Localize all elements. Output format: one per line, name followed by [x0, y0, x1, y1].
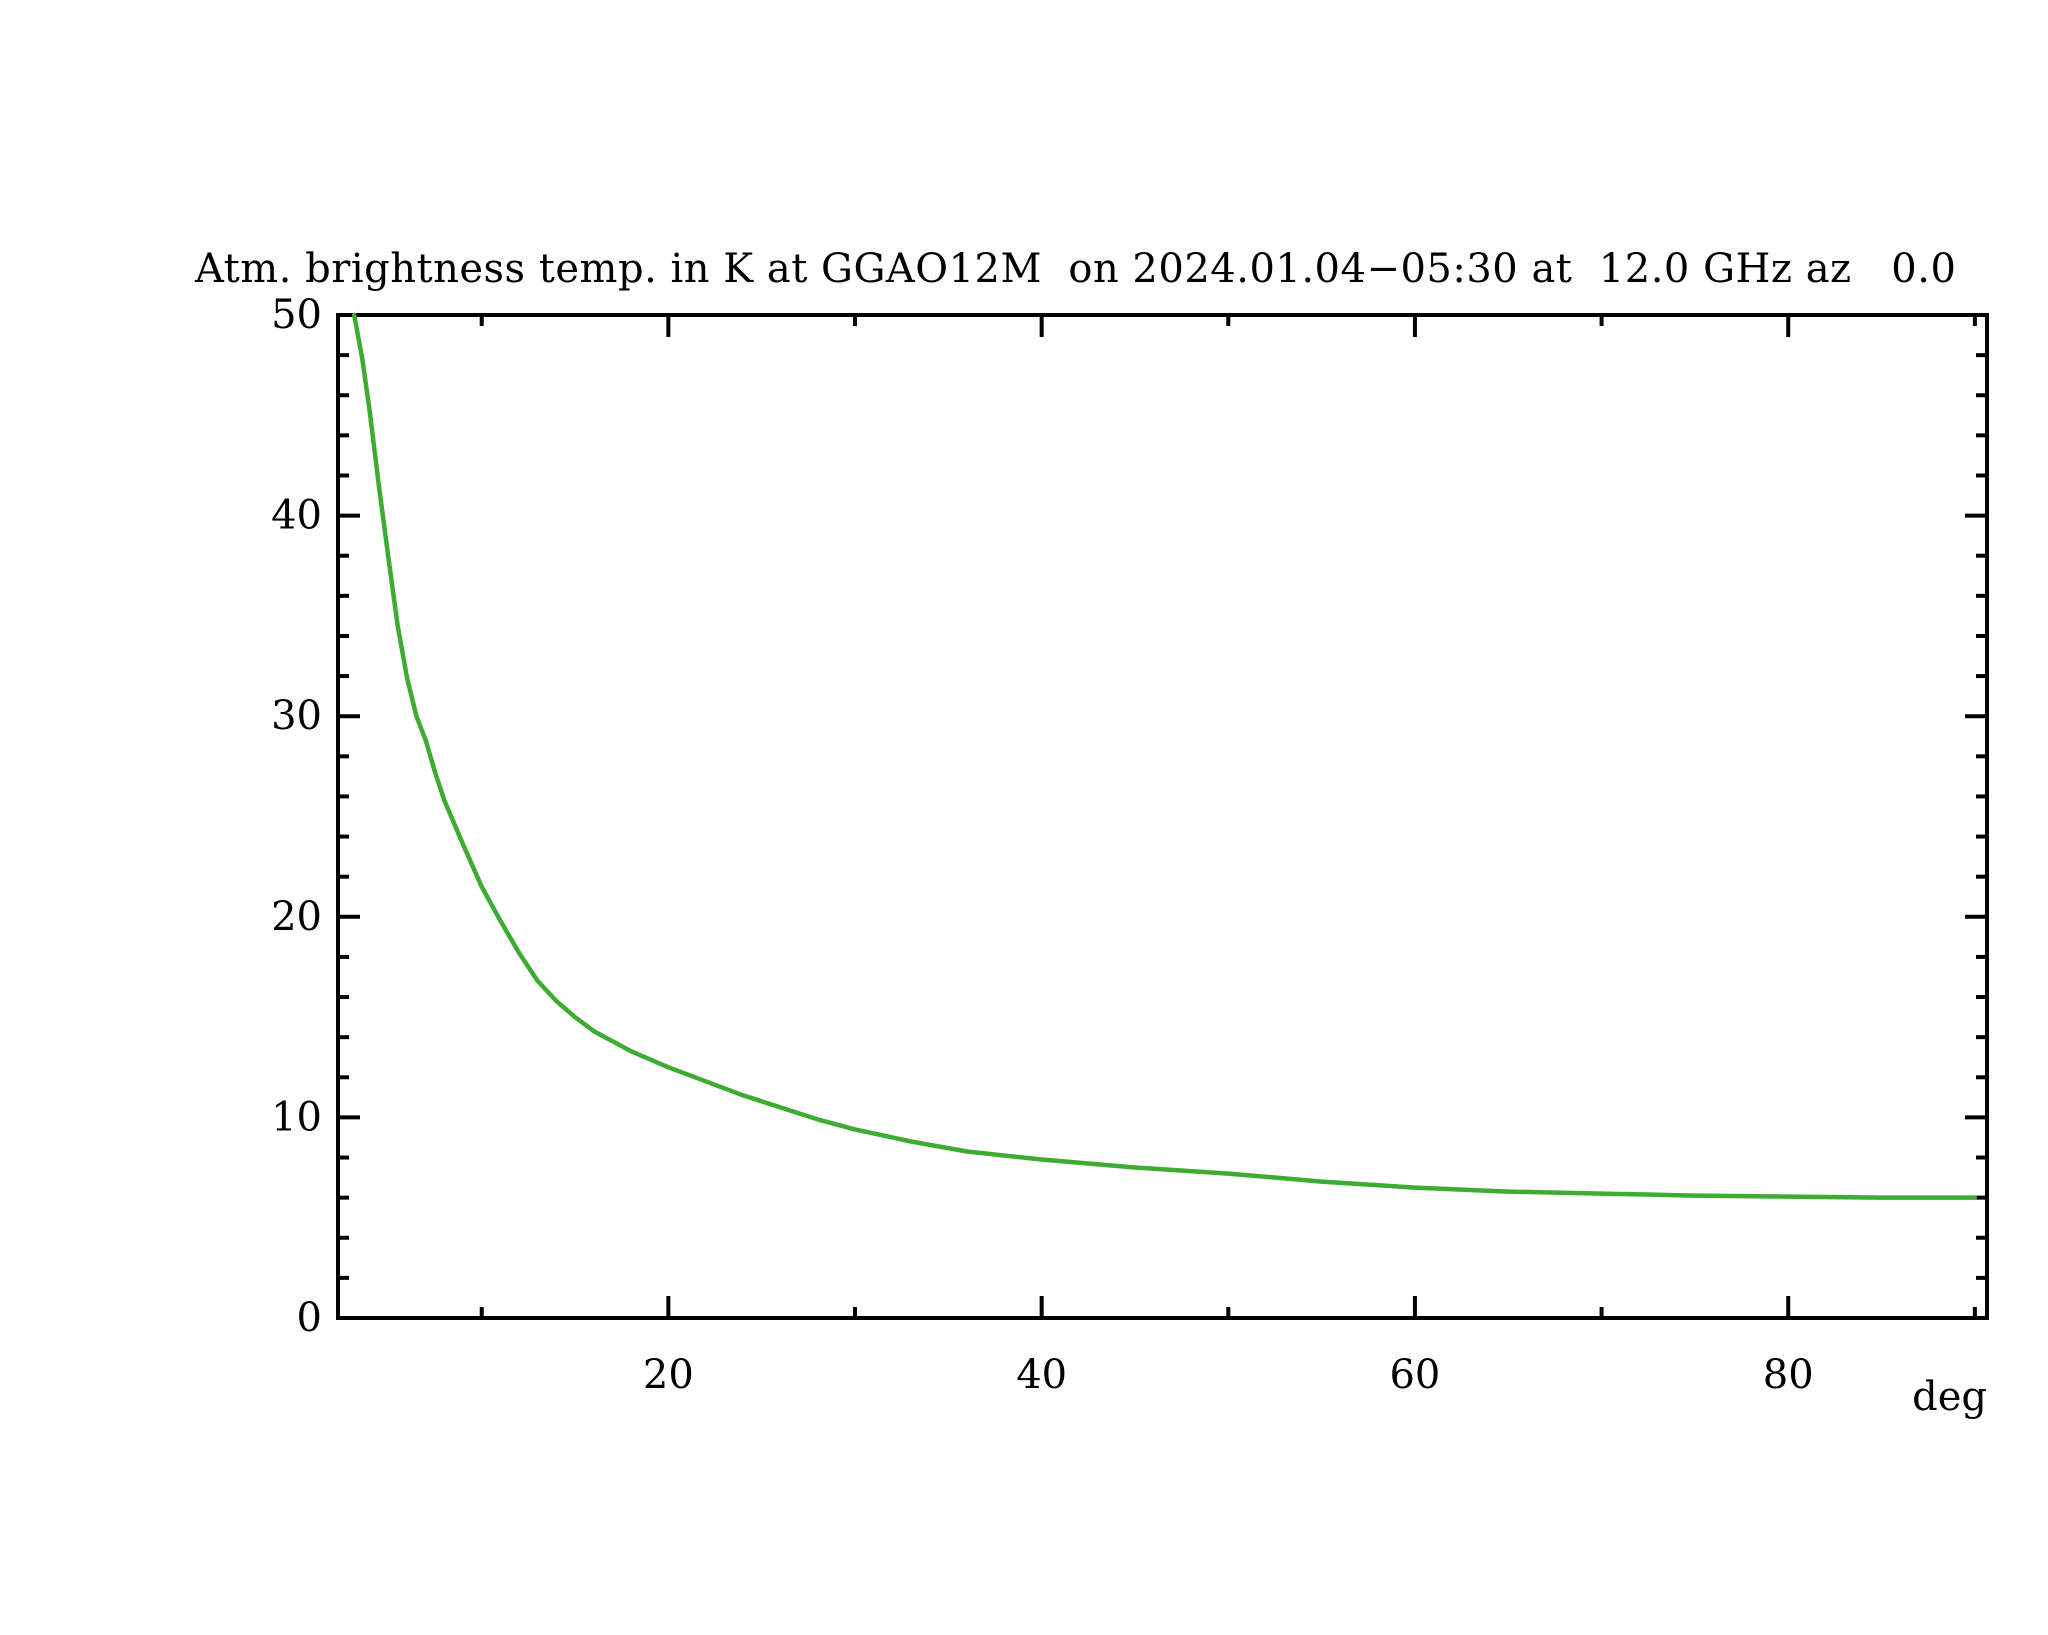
plot-border: [336, 313, 1989, 1320]
temperature-curve: [351, 312, 1978, 1200]
y-tick-label: 10: [271, 1094, 322, 1140]
series-lines: [351, 312, 1978, 1200]
y-tick-label: 30: [271, 693, 322, 739]
y-tick-label: 40: [271, 493, 322, 539]
y-tick-label: 20: [271, 894, 322, 940]
y-tick-label: 0: [297, 1295, 322, 1341]
x-tick-label: 80: [1763, 1352, 1814, 1398]
x-axis-unit-label: deg: [1912, 1374, 1987, 1420]
x-tick-label: 40: [1016, 1352, 1067, 1398]
x-tick-label: 20: [643, 1352, 694, 1398]
x-tick-label: 60: [1389, 1352, 1440, 1398]
y-tick-label: 50: [271, 292, 322, 338]
chart-title: Atm. brightness temp. in K at GGAO12M on…: [195, 246, 1957, 292]
axis-tick-labels: 20 40 60 80 0 10 20 30 40 50 deg: [271, 292, 1987, 1420]
plot-frame: [336, 313, 1989, 1320]
